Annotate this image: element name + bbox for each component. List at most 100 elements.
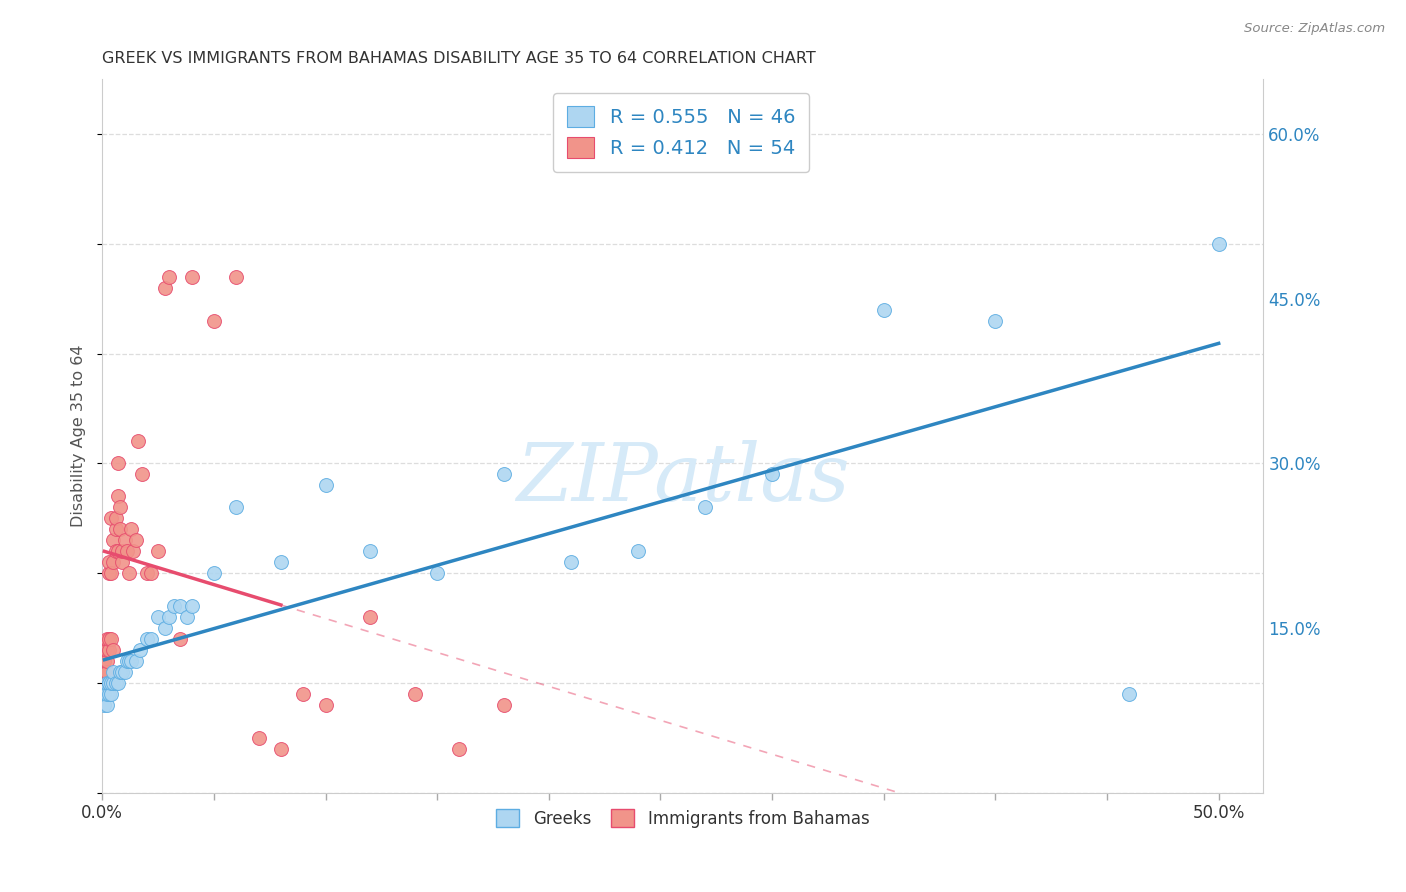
Point: [93, 665, 115, 679]
Point: [120, 654, 142, 668]
Point: [125, 533, 148, 548]
Point: [693, 500, 716, 515]
Point: [146, 610, 169, 624]
Point: [180, 599, 202, 613]
Point: [115, 654, 138, 668]
Point: [114, 665, 136, 679]
Point: [270, 555, 292, 569]
Point: [93, 643, 115, 657]
Point: [270, 741, 292, 756]
Point: [141, 632, 163, 646]
Point: [115, 544, 138, 558]
Point: [131, 467, 153, 482]
Point: [108, 665, 131, 679]
Point: [449, 741, 471, 756]
Point: [96, 643, 118, 657]
Point: [96, 665, 118, 679]
Point: [104, 676, 127, 690]
Point: [103, 555, 125, 569]
Point: [107, 457, 129, 471]
Legend: Greeks, Immigrants from Bahamas: Greeks, Immigrants from Bahamas: [489, 803, 876, 834]
Point: [359, 610, 381, 624]
Point: [129, 643, 152, 657]
Point: [97, 566, 120, 581]
Point: [315, 698, 337, 712]
Point: [157, 269, 180, 284]
Point: [169, 599, 191, 613]
Point: [93, 687, 115, 701]
Point: [494, 467, 516, 482]
Point: [494, 698, 516, 712]
Point: [873, 302, 896, 317]
Y-axis label: Disability Age 35 to 64: Disability Age 35 to 64: [72, 344, 86, 527]
Point: [114, 533, 136, 548]
Point: [103, 665, 125, 679]
Point: [127, 434, 149, 449]
Point: [97, 687, 120, 701]
Point: [97, 676, 120, 690]
Point: [426, 566, 449, 581]
Point: [135, 632, 157, 646]
Point: [111, 544, 134, 558]
Point: [93, 698, 115, 712]
Point: [97, 643, 120, 657]
Point: [100, 676, 122, 690]
Point: [96, 687, 118, 701]
Point: [560, 555, 582, 569]
Point: [118, 566, 141, 581]
Point: [225, 500, 247, 515]
Point: [141, 566, 163, 581]
Point: [104, 522, 127, 536]
Point: [180, 269, 202, 284]
Point: [163, 599, 186, 613]
Point: [108, 500, 131, 515]
Point: [100, 566, 122, 581]
Point: [97, 555, 120, 569]
Point: [96, 654, 118, 668]
Point: [96, 632, 118, 646]
Point: [1118, 687, 1140, 701]
Point: [100, 687, 122, 701]
Point: [118, 654, 141, 668]
Point: [404, 687, 426, 701]
Point: [153, 621, 176, 635]
Point: [107, 544, 129, 558]
Text: GREEK VS IMMIGRANTS FROM BAHAMAS DISABILITY AGE 35 TO 64 CORRELATION CHART: GREEK VS IMMIGRANTS FROM BAHAMAS DISABIL…: [103, 51, 815, 66]
Point: [153, 281, 176, 295]
Point: [120, 522, 142, 536]
Point: [96, 698, 118, 712]
Text: Source: ZipAtlas.com: Source: ZipAtlas.com: [1244, 22, 1385, 36]
Point: [135, 566, 157, 581]
Point: [103, 533, 125, 548]
Point: [93, 654, 115, 668]
Point: [107, 489, 129, 503]
Point: [108, 522, 131, 536]
Point: [157, 610, 180, 624]
Point: [107, 676, 129, 690]
Point: [627, 544, 650, 558]
Point: [111, 665, 134, 679]
Point: [93, 676, 115, 690]
Point: [359, 544, 381, 558]
Point: [111, 555, 134, 569]
Point: [202, 566, 225, 581]
Point: [103, 676, 125, 690]
Point: [984, 314, 1007, 328]
Point: [761, 467, 783, 482]
Point: [93, 654, 115, 668]
Point: [122, 544, 145, 558]
Point: [146, 544, 169, 558]
Point: [292, 687, 315, 701]
Point: [104, 544, 127, 558]
Point: [103, 643, 125, 657]
Point: [1208, 236, 1230, 251]
Point: [97, 676, 120, 690]
Text: ZIPatlas: ZIPatlas: [516, 440, 849, 517]
Point: [125, 654, 148, 668]
Point: [176, 610, 198, 624]
Point: [169, 632, 191, 646]
Point: [96, 676, 118, 690]
Point: [100, 511, 122, 525]
Point: [225, 269, 247, 284]
Point: [104, 511, 127, 525]
